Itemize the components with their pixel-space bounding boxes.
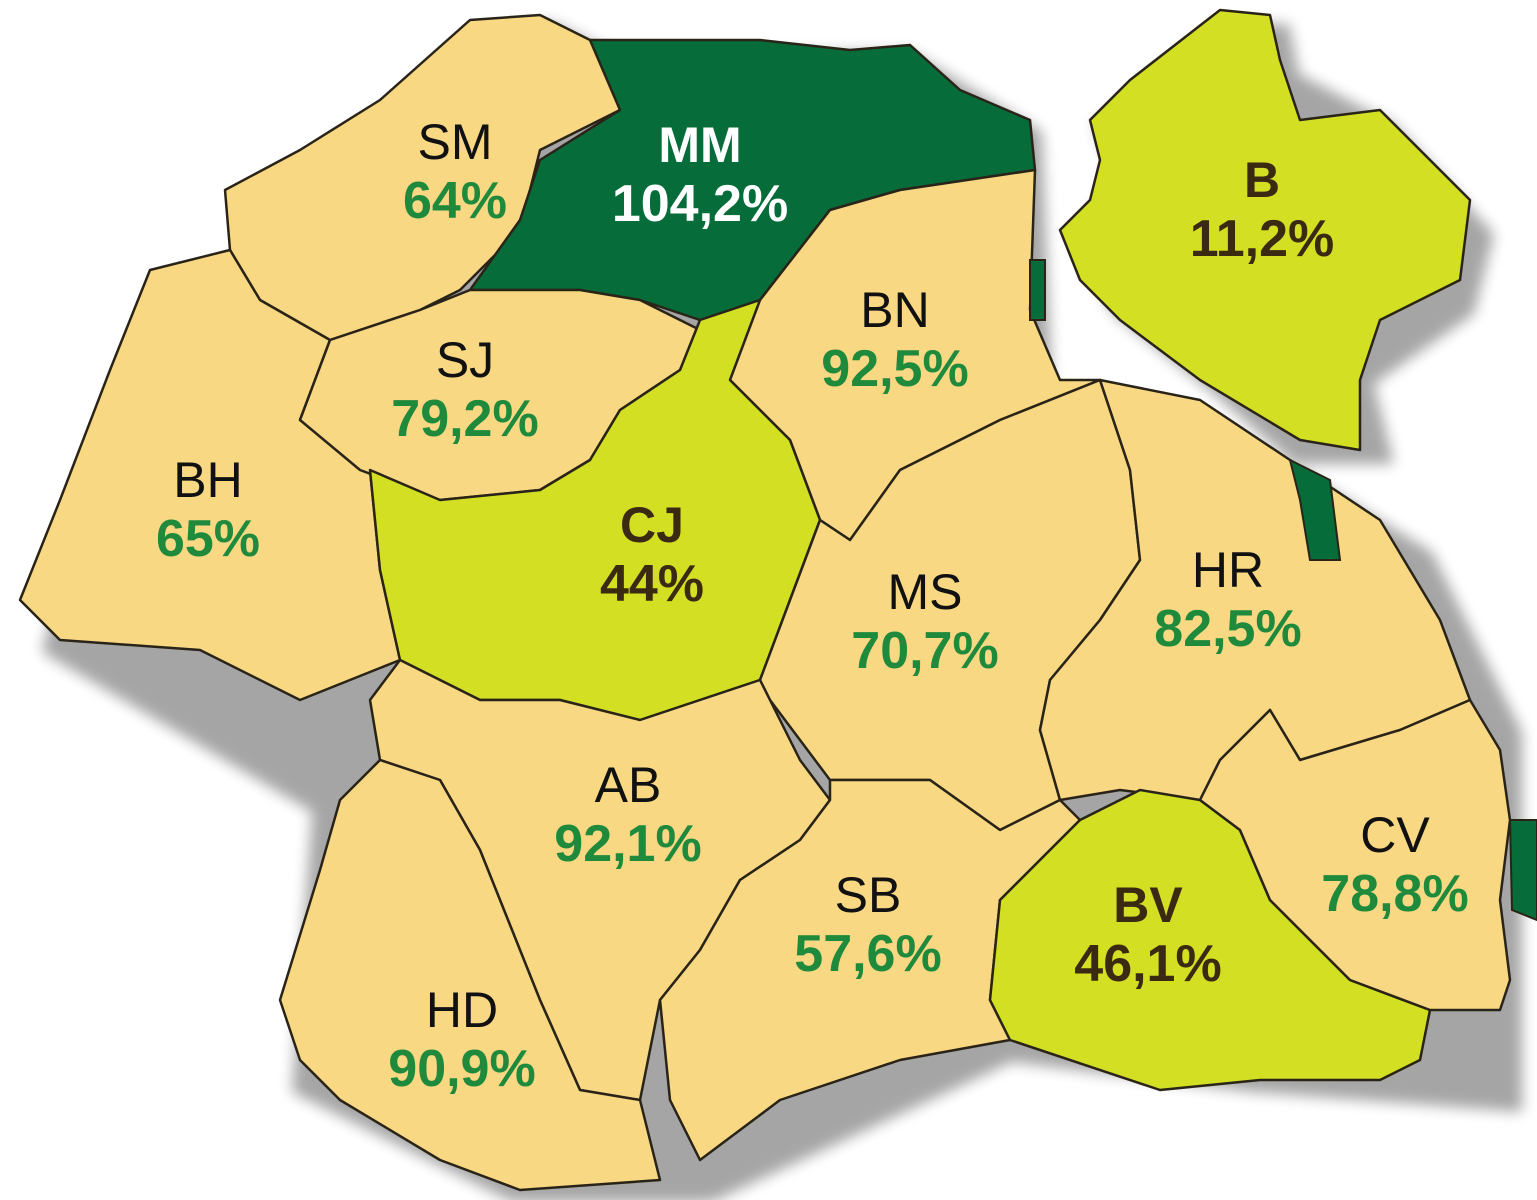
county-value: 92,5%: [821, 340, 969, 398]
county-cv[interactable]: [1198, 698, 1512, 1012]
county-value: 79,2%: [391, 390, 539, 448]
county-code: BH: [173, 452, 243, 508]
county-code: SM: [417, 114, 493, 170]
county-label-hr: HR 82,5%: [1154, 541, 1301, 659]
county-code: AB: [594, 757, 662, 813]
county-value: 57,6%: [794, 925, 942, 983]
county-value: 64%: [402, 172, 508, 230]
county-b[interactable]: [1058, 8, 1472, 452]
county-label-cj: CJ 44%: [600, 496, 704, 614]
county-code: MM: [658, 117, 742, 173]
county-value: 82,5%: [1154, 600, 1302, 658]
county-code: SJ: [435, 332, 495, 388]
county-label-mm: MM 104,2%: [612, 116, 788, 234]
county-label-sb: SB 57,6%: [794, 866, 941, 984]
county-label-bv: BV 46,1%: [1074, 876, 1221, 994]
county-label-ab: AB 92,1%: [554, 756, 701, 874]
county-hd[interactable]: [278, 758, 662, 1192]
county-code: HR: [1191, 542, 1265, 598]
county-label-bn: BN 92,5%: [821, 281, 968, 399]
county-code: MS: [887, 564, 963, 620]
county-code: SB: [834, 867, 902, 923]
county-value: 92,1%: [554, 815, 702, 873]
county-label-b: B 11,2%: [1190, 151, 1335, 269]
county-label-ms: MS 70,7%: [851, 563, 998, 681]
county-code: BN: [860, 282, 930, 338]
county-value: 65%: [155, 510, 261, 568]
map-counties: [18, 8, 1512, 1192]
county-code: CJ: [620, 497, 684, 553]
county-value: 11,2%: [1189, 210, 1335, 268]
county-value: 78,8%: [1321, 865, 1469, 923]
county-value: 44%: [599, 555, 705, 613]
county-code: CV: [1360, 807, 1430, 863]
county-value: 46,1%: [1074, 935, 1222, 993]
county-code: HD: [425, 982, 499, 1038]
neighbour-slivers: [1029, 259, 1537, 922]
county-value: 104,2%: [611, 175, 789, 233]
county-label-sj: SJ 79,2%: [391, 331, 538, 449]
county-label-hd: HD 90,9%: [388, 981, 535, 1099]
county-sb[interactable]: [658, 778, 1082, 1162]
county-label-bh: BH 65%: [156, 451, 260, 569]
county-value: 70,7%: [851, 622, 999, 680]
county-value: 90,9%: [388, 1040, 536, 1098]
county-label-sm: SM 64%: [403, 113, 507, 231]
county-code: BV: [1113, 877, 1183, 933]
county-code: B: [1243, 152, 1281, 208]
county-label-cv: CV 78,8%: [1321, 806, 1468, 924]
